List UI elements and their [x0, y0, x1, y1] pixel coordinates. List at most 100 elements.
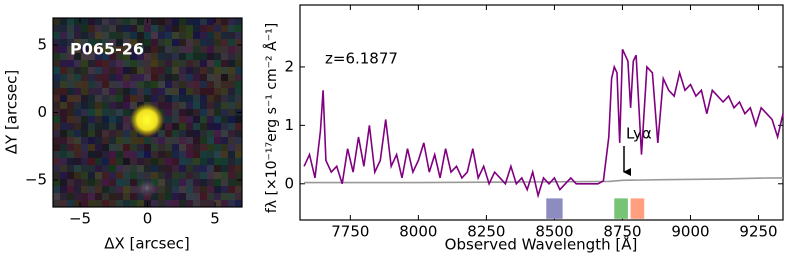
pixel [165, 172, 173, 180]
pixel [214, 144, 222, 152]
pixel [144, 144, 152, 152]
pixel [172, 179, 180, 187]
pixel [130, 179, 138, 187]
pixel [193, 32, 201, 40]
spectrum-line [304, 177, 783, 184]
pixel [165, 158, 173, 166]
pixel [53, 137, 61, 145]
pixel [235, 123, 243, 131]
pixel [74, 151, 82, 159]
pixel [158, 165, 166, 173]
pixel [235, 193, 243, 201]
pixel [137, 25, 145, 33]
pixel [172, 81, 180, 89]
pixel [207, 18, 215, 26]
pixel [165, 88, 173, 96]
pixel [235, 67, 243, 75]
pixel [130, 137, 138, 145]
pixel [53, 165, 61, 173]
pixel [228, 123, 236, 131]
pixel [102, 102, 110, 110]
pixel [214, 46, 222, 54]
pixel [193, 200, 201, 208]
pixel [116, 200, 124, 208]
pixel [116, 158, 124, 166]
pixel [116, 179, 124, 187]
pixel [109, 88, 117, 96]
pixel [102, 116, 110, 124]
pixel [67, 32, 75, 40]
pixel [95, 18, 103, 26]
pixel [81, 53, 89, 61]
pixel [81, 88, 89, 96]
pixel [179, 165, 187, 173]
pixel [60, 200, 68, 208]
pixel [74, 193, 82, 201]
pixel [53, 18, 61, 26]
x-axis-label: ΔX [arcsec] [104, 235, 190, 253]
pixel [102, 88, 110, 96]
pixel [95, 67, 103, 75]
pixel [53, 144, 61, 152]
pixel [67, 109, 75, 117]
pixel [228, 67, 236, 75]
pixel [137, 200, 145, 208]
pixel [116, 116, 124, 124]
pixel [172, 88, 180, 96]
pixel [158, 39, 166, 47]
pixel [88, 151, 96, 159]
pixel [60, 165, 68, 173]
pixel [172, 46, 180, 54]
pixel [109, 193, 117, 201]
pixel [221, 25, 229, 33]
pixel [81, 172, 89, 180]
pixel [165, 102, 173, 110]
pixel [235, 144, 243, 152]
pixel [88, 25, 96, 33]
pixel [214, 95, 222, 103]
pixel [81, 123, 89, 131]
pixel [109, 74, 117, 82]
pixel [60, 130, 68, 138]
pixel [60, 32, 68, 40]
pixel [137, 18, 145, 26]
pixel [88, 67, 96, 75]
pixel [116, 123, 124, 131]
pixel [207, 109, 215, 117]
pixel [53, 39, 61, 47]
pixel [116, 144, 124, 152]
pixel [137, 165, 145, 173]
pixel [109, 130, 117, 138]
pixel [221, 130, 229, 138]
pixel [151, 46, 159, 54]
pixel [116, 137, 124, 145]
pixel [214, 172, 222, 180]
pixel [228, 200, 236, 208]
pixel [123, 67, 131, 75]
pixel [67, 137, 75, 145]
pixel [165, 137, 173, 145]
pixel [95, 130, 103, 138]
pixel [123, 165, 131, 173]
pixel [116, 88, 124, 96]
pixel [151, 144, 159, 152]
pixel [102, 144, 110, 152]
pixel [207, 151, 215, 159]
pixel [102, 95, 110, 103]
pixel [193, 74, 201, 82]
pixel [60, 39, 68, 47]
pixel [151, 88, 159, 96]
pixel [74, 102, 82, 110]
pixel [235, 165, 243, 173]
y-tick-label: 5 [37, 36, 47, 54]
pixel [221, 67, 229, 75]
pixel [102, 39, 110, 47]
pixel [74, 137, 82, 145]
pixel [81, 67, 89, 75]
pixel [95, 39, 103, 47]
pixel [200, 102, 208, 110]
pixel [214, 137, 222, 145]
pixel [88, 200, 96, 208]
pixel [130, 200, 138, 208]
pixel [200, 137, 208, 145]
